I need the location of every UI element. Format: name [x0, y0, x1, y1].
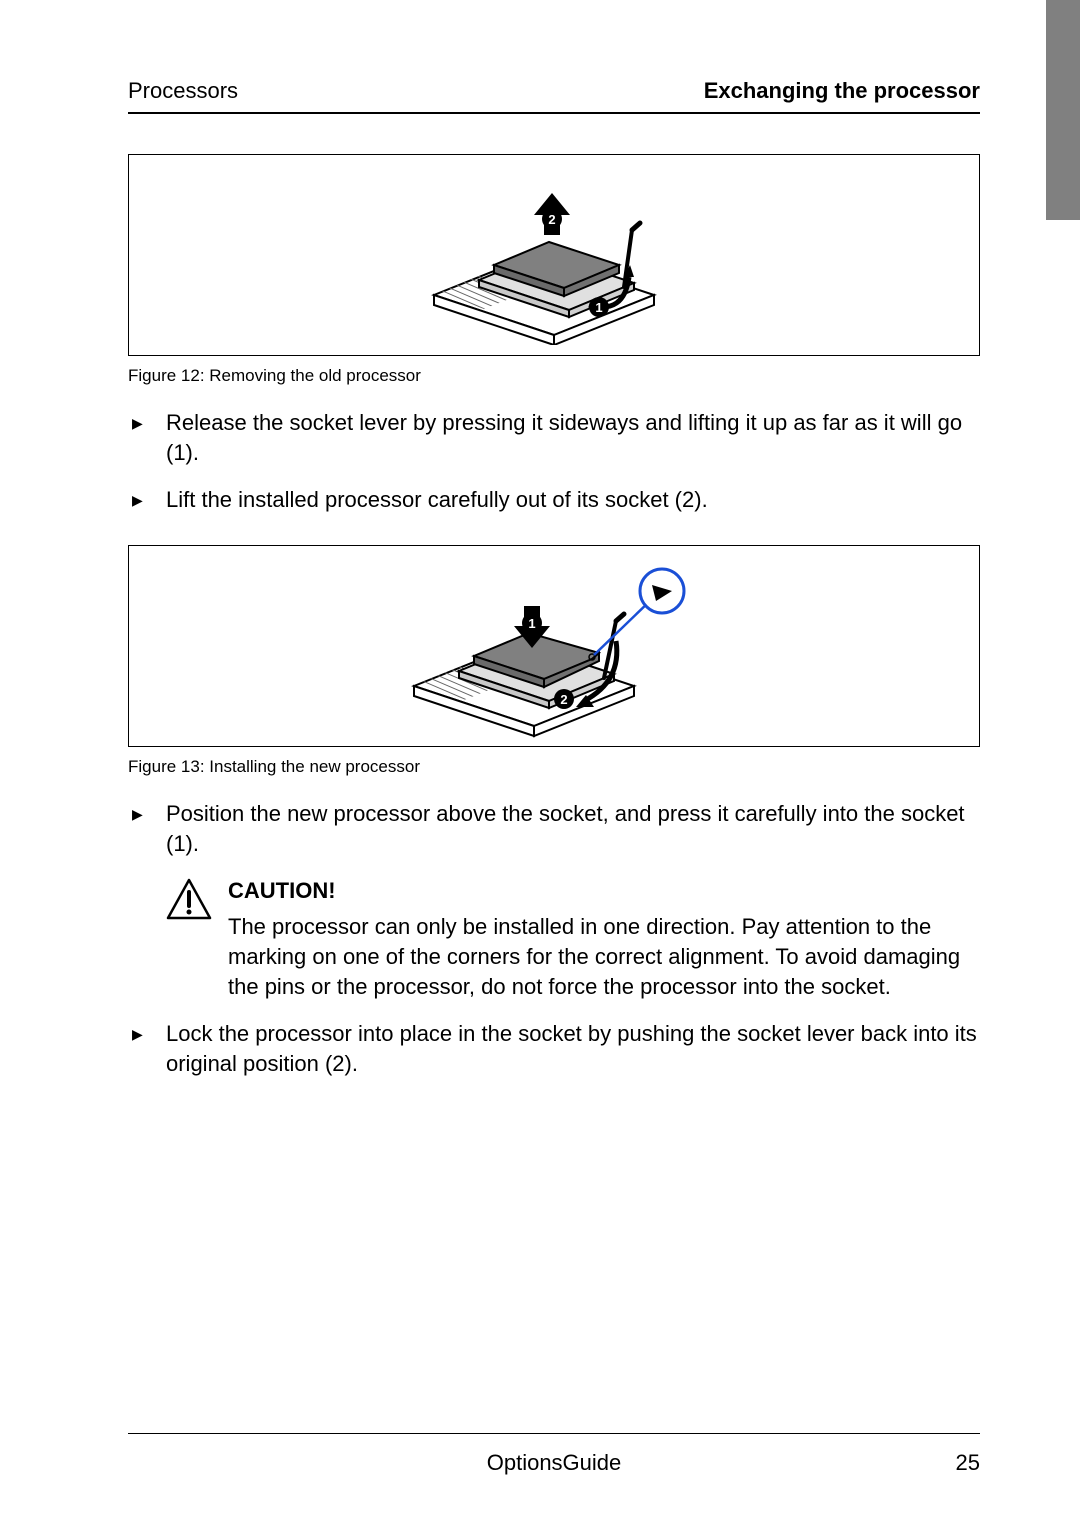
page-header: Processors Exchanging the processor — [128, 78, 980, 112]
footer-rule — [128, 1433, 980, 1434]
steps-after-fig13b: Lock the processor into place in the soc… — [128, 1019, 980, 1078]
figure-12-box: 1 2 — [128, 154, 980, 356]
figure-13-caption: Figure 13: Installing the new processor — [128, 757, 980, 777]
page-footer: OptionsGuide 25 — [128, 1450, 980, 1476]
steps-after-fig12: Release the socket lever by pressing it … — [128, 408, 980, 515]
header-rule — [128, 112, 980, 114]
footer-center: OptionsGuide — [487, 1450, 622, 1476]
step-item: Lift the installed processor carefully o… — [128, 485, 980, 515]
step-item: Release the socket lever by pressing it … — [128, 408, 980, 467]
figure-12-label-1: 1 — [595, 300, 602, 315]
figure-13-box: 2 1 — [128, 545, 980, 747]
figure-13-label-1: 1 — [528, 616, 535, 631]
page: Processors Exchanging the processor — [0, 0, 1080, 1526]
step-item: Lock the processor into place in the soc… — [128, 1019, 980, 1078]
section-tab — [1046, 0, 1080, 220]
caution-block: CAUTION! The processor can only be insta… — [166, 876, 980, 1001]
figure-13-label-2: 2 — [560, 692, 567, 707]
figure-12-illustration: 1 2 — [424, 165, 684, 345]
figure-12-caption: Figure 12: Removing the old processor — [128, 366, 980, 386]
header-right: Exchanging the processor — [704, 78, 980, 104]
caution-text: CAUTION! The processor can only be insta… — [228, 876, 980, 1001]
figure-13-illustration: 2 1 — [404, 551, 704, 741]
footer-page-number: 25 — [956, 1450, 980, 1476]
caution-icon — [166, 876, 216, 1001]
caution-title: CAUTION! — [228, 876, 980, 906]
header-left: Processors — [128, 78, 238, 104]
step-item: Position the new processor above the soc… — [128, 799, 980, 858]
caution-body: The processor can only be installed in o… — [228, 912, 980, 1001]
figure-12-label-2: 2 — [548, 212, 555, 227]
steps-after-fig13a: Position the new processor above the soc… — [128, 799, 980, 858]
